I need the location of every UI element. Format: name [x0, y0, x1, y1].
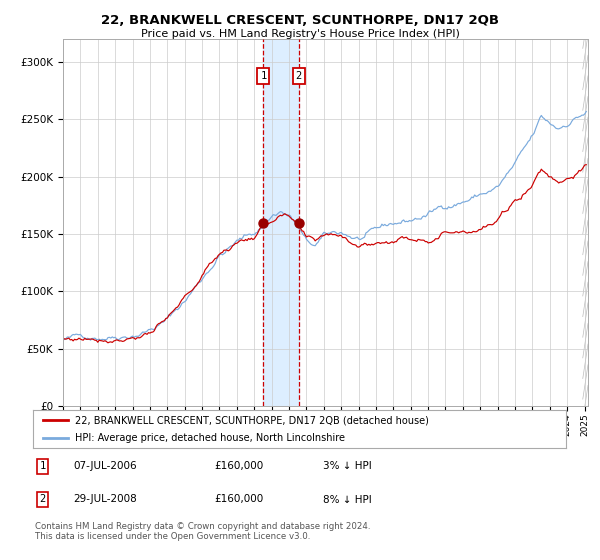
Text: Contains HM Land Registry data © Crown copyright and database right 2024.
This d: Contains HM Land Registry data © Crown c… — [35, 522, 370, 542]
Text: £160,000: £160,000 — [214, 494, 263, 505]
Text: 07-JUL-2006: 07-JUL-2006 — [73, 461, 137, 472]
Text: 22, BRANKWELL CRESCENT, SCUNTHORPE, DN17 2QB (detached house): 22, BRANKWELL CRESCENT, SCUNTHORPE, DN17… — [74, 415, 428, 425]
Text: 1: 1 — [260, 71, 266, 81]
Text: 1: 1 — [40, 461, 46, 472]
Text: Price paid vs. HM Land Registry's House Price Index (HPI): Price paid vs. HM Land Registry's House … — [140, 29, 460, 39]
Text: HPI: Average price, detached house, North Lincolnshire: HPI: Average price, detached house, Nort… — [74, 433, 344, 444]
Text: 29-JUL-2008: 29-JUL-2008 — [73, 494, 137, 505]
Text: 22, BRANKWELL CRESCENT, SCUNTHORPE, DN17 2QB: 22, BRANKWELL CRESCENT, SCUNTHORPE, DN17… — [101, 14, 499, 27]
Text: 2: 2 — [296, 71, 302, 81]
Text: 8% ↓ HPI: 8% ↓ HPI — [323, 494, 372, 505]
Text: £160,000: £160,000 — [214, 461, 263, 472]
Text: 2: 2 — [40, 494, 46, 505]
Text: 3% ↓ HPI: 3% ↓ HPI — [323, 461, 372, 472]
Bar — [263, 39, 299, 406]
